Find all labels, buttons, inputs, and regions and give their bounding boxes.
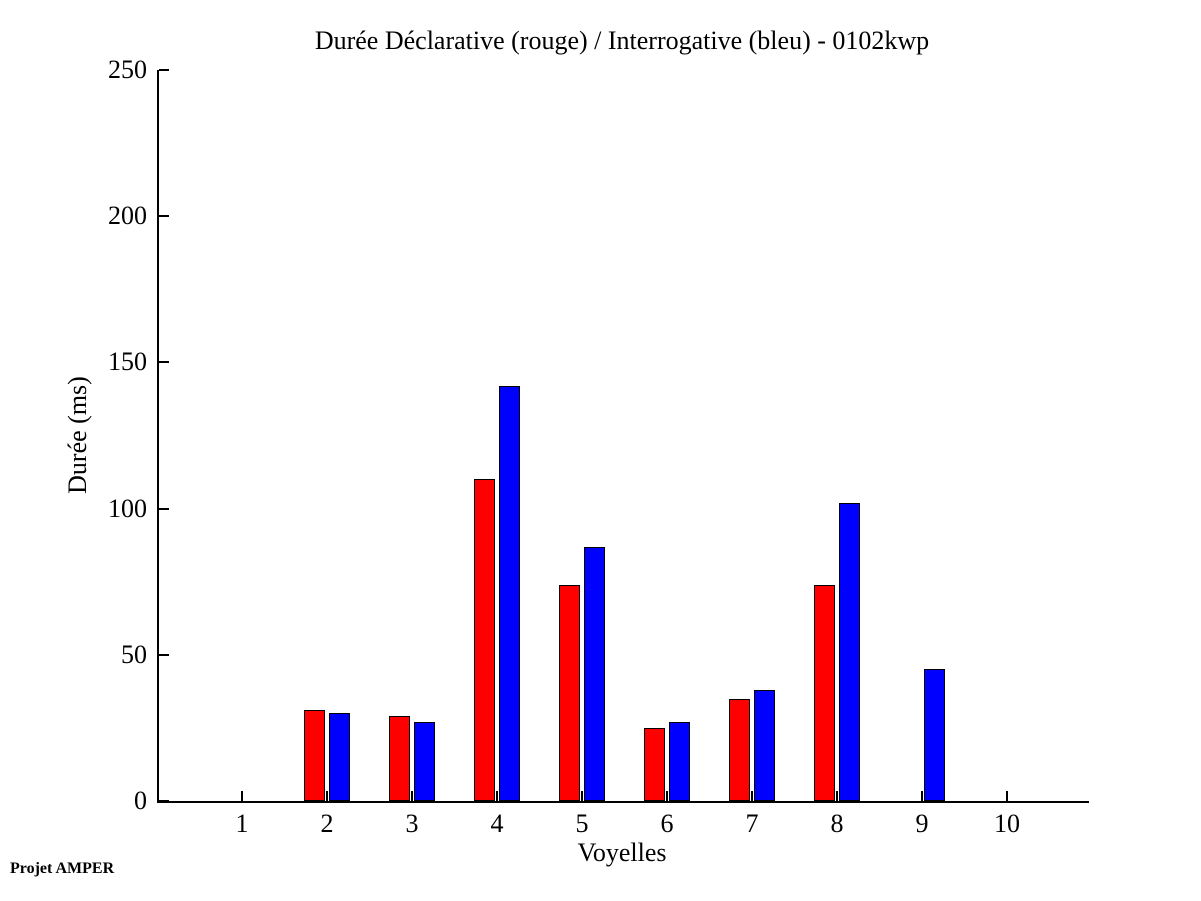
bar-interrogative-3 <box>414 722 435 801</box>
y-tick-label: 150 <box>108 347 147 377</box>
bar-interrogative-8 <box>839 503 860 801</box>
bar-declarative-4 <box>474 479 495 801</box>
bar-declarative-7 <box>729 699 750 801</box>
y-tick-label: 100 <box>108 493 147 523</box>
bar-interrogative-2 <box>329 713 350 801</box>
bar-declarative-3 <box>389 716 410 801</box>
bar-interrogative-5 <box>584 547 605 801</box>
bar-interrogative-7 <box>754 690 775 801</box>
x-tick-mark <box>496 791 498 801</box>
bar-declarative-5 <box>559 585 580 801</box>
x-tick-label: 10 <box>994 809 1020 838</box>
y-axis-label: Durée (ms) <box>63 376 92 494</box>
bar-interrogative-9 <box>924 669 945 801</box>
y-tick-mark <box>159 507 169 510</box>
bar-declarative-2 <box>304 710 325 801</box>
x-tick-label: 1 <box>235 809 249 838</box>
x-tick-label: 4 <box>490 809 504 838</box>
footer-note: Projet AMPER <box>10 860 115 877</box>
x-tick-label: 3 <box>405 809 419 838</box>
x-tick-mark <box>241 791 243 801</box>
y-tick-mark <box>159 800 169 802</box>
x-tick-mark <box>836 791 838 801</box>
y-tick-mark <box>159 653 169 656</box>
x-tick-mark <box>921 791 923 801</box>
y-tick-mark <box>159 215 169 218</box>
x-tick-mark <box>751 791 753 801</box>
y-tick-label: 250 <box>108 55 147 84</box>
x-tick-mark <box>666 791 668 801</box>
x-tick-label: 6 <box>660 809 674 838</box>
x-tick-mark <box>411 791 413 801</box>
y-tick-label: 0 <box>134 786 147 815</box>
x-tick-mark <box>1006 791 1008 801</box>
y-tick-mark <box>159 69 169 71</box>
y-tick-label: 200 <box>108 201 147 231</box>
x-tick-label: 7 <box>745 809 759 838</box>
x-tick-label: 8 <box>830 809 844 838</box>
y-tick-label: 50 <box>121 639 147 669</box>
x-tick-label: 9 <box>915 809 929 838</box>
bar-interrogative-4 <box>499 386 520 801</box>
y-tick-mark <box>159 361 169 364</box>
x-tick-label: 5 <box>575 809 589 838</box>
x-tick-mark <box>326 791 328 801</box>
bar-interrogative-6 <box>669 722 690 801</box>
chart-title: Durée Déclarative (rouge) / Interrogativ… <box>314 26 930 55</box>
x-tick-label: 2 <box>320 809 334 838</box>
x-axis-label: Voyelles <box>577 838 667 867</box>
bar-declarative-8 <box>814 585 835 801</box>
plot-area: 0 50 100 150 200 250 1 2 3 4 5 6 7 8 9 10 <box>108 57 1089 837</box>
bar-declarative-6 <box>644 728 665 801</box>
x-tick-mark <box>581 791 583 801</box>
